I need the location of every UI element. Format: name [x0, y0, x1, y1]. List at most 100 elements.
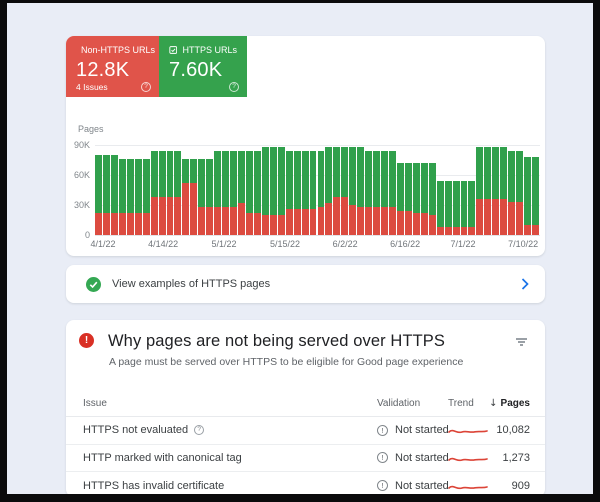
chart-bar[interactable] — [396, 163, 404, 235]
help-icon[interactable]: ? — [141, 81, 151, 92]
chart-bar[interactable] — [95, 155, 102, 235]
chart-bar[interactable] — [230, 151, 238, 235]
chart-bar[interactable] — [532, 157, 539, 235]
chart-bar[interactable] — [500, 147, 508, 235]
chart-bar[interactable] — [245, 151, 253, 235]
chart-bar[interactable] — [182, 159, 190, 235]
bar-segment-non-https — [468, 227, 476, 235]
chart-plot[interactable] — [95, 145, 540, 236]
chart-bar[interactable] — [492, 147, 500, 235]
bar-segment-non-https — [341, 197, 349, 235]
chart-bar[interactable] — [349, 147, 357, 235]
chart-bar[interactable] — [452, 181, 460, 235]
https-report-panel: Non-HTTPS URLs 12.8K 4 Issues ? HTTP — [66, 36, 545, 256]
filter-list-icon[interactable] — [515, 338, 527, 347]
chart-bar[interactable] — [381, 151, 388, 235]
view-examples-row[interactable]: View examples of HTTPS pages — [66, 265, 545, 303]
bar-segment-https — [317, 151, 325, 207]
bar-segment-non-https — [516, 202, 524, 235]
chart-bar[interactable] — [190, 159, 198, 235]
chart-bar[interactable] — [174, 151, 182, 235]
bar-segment-https — [428, 163, 436, 215]
chart-bar[interactable] — [206, 159, 214, 235]
x-tick-label: 7/10/22 — [508, 239, 539, 249]
bar-segment-non-https — [452, 227, 460, 235]
chart-bar[interactable] — [102, 155, 110, 235]
chart-bar[interactable] — [269, 147, 277, 235]
help-icon[interactable]: ? — [229, 81, 239, 92]
issue-table-row[interactable]: HTTP marked with canonical tag ! Not start… — [66, 445, 545, 473]
chart-bar[interactable] — [126, 159, 134, 235]
bar-segment-non-https — [476, 199, 484, 235]
chart-bar[interactable] — [444, 181, 452, 235]
chart-bar[interactable] — [118, 159, 126, 235]
bar-segment-non-https — [134, 213, 142, 235]
bar-segment-non-https — [166, 197, 174, 235]
chart-bar[interactable] — [412, 163, 420, 235]
bar-segment-non-https — [214, 207, 222, 235]
error-icon: ! — [79, 333, 94, 348]
chart-bar[interactable] — [134, 159, 142, 235]
chart-bar[interactable] — [357, 147, 365, 235]
chart-bar[interactable] — [404, 163, 412, 235]
chart-bar[interactable] — [524, 157, 532, 235]
chart-bar[interactable] — [309, 151, 317, 235]
chart-bar[interactable] — [516, 151, 524, 235]
bar-segment-https — [404, 163, 412, 211]
bar-segment-non-https — [373, 207, 381, 235]
bar-segment-non-https — [436, 227, 444, 235]
non-https-urls-card[interactable]: Non-HTTPS URLs 12.8K 4 Issues ? — [66, 36, 159, 97]
bar-segment-https — [269, 147, 277, 215]
bar-segment-https — [198, 159, 206, 207]
chart-bar[interactable] — [508, 151, 516, 235]
chart-bar[interactable] — [150, 151, 158, 235]
chart-bar[interactable] — [277, 147, 285, 235]
issues-panel: ! Why pages are not being served over HT… — [66, 320, 545, 494]
chart-bar[interactable] — [420, 163, 428, 235]
chart-bar[interactable] — [198, 159, 206, 235]
chart-bar[interactable] — [365, 151, 373, 235]
chart-bar[interactable] — [460, 181, 468, 235]
chart-bar[interactable] — [110, 155, 118, 235]
chart-bar[interactable] — [476, 147, 484, 235]
bar-segment-non-https — [492, 199, 500, 235]
bar-segment-https — [285, 151, 293, 209]
chart-bar[interactable] — [293, 151, 301, 235]
chevron-stroke — [521, 278, 529, 290]
check-circle-bg — [86, 276, 101, 292]
chart-bar[interactable] — [158, 151, 166, 235]
bar-segment-non-https — [198, 207, 206, 235]
help-icon[interactable]: ? — [194, 425, 205, 436]
chart-bar[interactable] — [214, 151, 222, 235]
chart-bar[interactable] — [285, 151, 293, 235]
chart-bar[interactable] — [436, 181, 444, 235]
chart-bar[interactable] — [261, 147, 269, 235]
bar-segment-non-https — [349, 205, 357, 235]
chart-bar[interactable] — [333, 147, 341, 235]
chart-bar[interactable] — [222, 151, 230, 235]
chevron-right-icon[interactable] — [521, 278, 529, 290]
column-header-pages-sort[interactable]: ↓ Pages — [489, 398, 530, 409]
chart-bar[interactable] — [373, 151, 381, 235]
chart-bar[interactable] — [253, 151, 261, 235]
chart-bar[interactable] — [484, 147, 492, 235]
chart-bar[interactable] — [389, 151, 396, 235]
issue-table-row[interactable]: HTTPS has invalid certificate ! Not starte… — [66, 472, 545, 494]
chart-bar[interactable] — [341, 147, 349, 235]
bar-segment-https — [420, 163, 428, 213]
bar-segment-non-https — [484, 199, 492, 235]
chart-bar[interactable] — [142, 159, 150, 235]
chart-bar[interactable] — [468, 181, 476, 235]
bar-segment-https — [373, 151, 381, 207]
chart-bar[interactable] — [317, 151, 325, 235]
gridline — [95, 235, 540, 236]
bar-segment-https — [142, 159, 150, 213]
https-urls-card[interactable]: HTTPS URLs 7.60K ? — [159, 36, 247, 97]
bar-segment-https — [524, 157, 532, 225]
chart-bar[interactable] — [325, 147, 333, 235]
issue-table-row[interactable]: HTTPS not evaluated? ! Not started 10,082 — [66, 417, 545, 445]
chart-bar[interactable] — [238, 151, 245, 235]
chart-bar[interactable] — [428, 163, 436, 235]
chart-bar[interactable] — [166, 151, 174, 235]
chart-bar[interactable] — [301, 151, 309, 235]
